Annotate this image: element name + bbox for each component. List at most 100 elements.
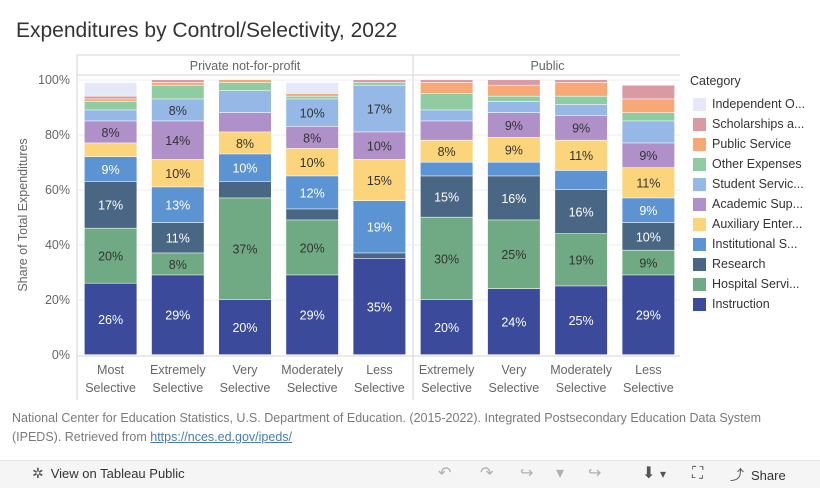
bar-segment: [420, 93, 473, 110]
legend-swatch: [693, 237, 706, 251]
legend-label: Institutional S...: [712, 237, 798, 251]
x-tick-label: Selective: [85, 381, 136, 395]
data-label: 12%: [300, 186, 325, 200]
bar-segment: [84, 157, 137, 182]
download-icon[interactable]: ⬇: [642, 465, 656, 482]
bar-segment: [487, 220, 540, 289]
bar-segment: [84, 102, 137, 110]
panel-header-public: Public: [530, 59, 564, 73]
bar-segment: [84, 121, 137, 143]
fullscreen-icon[interactable]: ⛶: [692, 465, 704, 482]
bar-segment: [353, 85, 406, 132]
bar-segment: [487, 137, 540, 162]
bar-segment: [84, 143, 137, 157]
bar-segment: [420, 80, 473, 83]
legend-item[interactable]: Other Expenses: [690, 154, 818, 174]
bar-segment: [420, 82, 473, 94]
bar-segment: [353, 253, 406, 259]
legend-swatch: [693, 277, 706, 291]
data-label: 26%: [98, 313, 123, 327]
data-label: 8%: [169, 258, 187, 272]
legend-item[interactable]: Student Servic...: [690, 174, 818, 194]
undo-icon[interactable]: ↶: [438, 465, 452, 482]
plot-frame: [76, 54, 680, 357]
legend-label: Public Service: [712, 137, 792, 151]
y-tick-label: 80%: [45, 128, 70, 142]
y-tick-label: 40%: [45, 238, 70, 252]
share-button[interactable]: ⤴ Share: [730, 465, 786, 485]
data-label: 20%: [434, 321, 459, 335]
data-label: 29%: [165, 309, 190, 323]
y-tick-label: 20%: [45, 293, 70, 307]
data-label: 16%: [569, 206, 594, 220]
revert-icon[interactable]: ↪: [520, 465, 534, 482]
legend-item[interactable]: Academic Sup...: [690, 194, 818, 214]
data-label: 15%: [367, 174, 392, 188]
data-label: 11%: [636, 177, 660, 191]
bar-segment: [353, 80, 406, 83]
bar-segment: [84, 228, 137, 283]
data-label: 8%: [169, 104, 187, 118]
data-label: 11%: [166, 232, 190, 246]
x-tick-label: Selective: [287, 381, 338, 395]
bar-segment: [353, 201, 406, 253]
redo-icon[interactable]: ↷: [480, 465, 494, 482]
data-label: 19%: [569, 254, 594, 268]
bar-segment: [487, 102, 540, 113]
bar-segment: [353, 82, 406, 85]
data-label: 10%: [300, 107, 325, 121]
legend-label: Student Servic...: [712, 177, 804, 191]
legend-swatch: [693, 297, 706, 311]
data-label: 29%: [300, 309, 325, 323]
bar-segment: [487, 289, 540, 355]
data-label: 25%: [501, 248, 526, 262]
data-label: 37%: [232, 243, 257, 257]
bar-segment: [219, 91, 271, 113]
source-text: National Center for Education Statistics…: [12, 411, 762, 444]
data-label: 9%: [505, 144, 523, 158]
source-link[interactable]: https://nces.ed.gov/ipeds/: [150, 430, 293, 444]
legend-swatch: [693, 197, 706, 211]
panel-header-private: Private not-for-profit: [190, 59, 301, 73]
legend-item[interactable]: Hospital Servi...: [690, 274, 818, 294]
bar-segment: [286, 82, 339, 94]
bar-segment: [151, 82, 204, 85]
legend-item[interactable]: Auxiliary Enter...: [690, 214, 818, 234]
data-label: 19%: [367, 221, 392, 235]
revert-all-icon[interactable]: ↪: [588, 465, 602, 482]
bar-segment: [487, 96, 540, 102]
bar-segment: [420, 140, 473, 162]
bar-segment: [286, 148, 339, 176]
bar-segment: [151, 253, 204, 275]
bar-segment: [420, 110, 473, 121]
legend-item[interactable]: Research: [690, 254, 818, 274]
x-tick-label: Selective: [220, 381, 271, 395]
data-label: 20%: [98, 250, 123, 264]
share-label: Share: [751, 467, 786, 483]
legend-label: Instruction: [712, 297, 770, 311]
legend-swatch: [693, 157, 706, 171]
tableau-toolbar: ✲ View on Tableau Public ↶ ↷ ↪ ▾ ↪ ⬇ ▾ ⛶…: [0, 460, 820, 488]
legend-item[interactable]: Instruction: [690, 294, 818, 314]
legend-item[interactable]: Scholarships a...: [690, 114, 818, 134]
data-label: 9%: [505, 119, 523, 133]
legend-item[interactable]: Institutional S...: [690, 234, 818, 254]
data-label: 8%: [236, 137, 254, 151]
legend-label: Academic Sup...: [712, 197, 804, 211]
revert-menu-icon[interactable]: ▾: [556, 465, 565, 482]
download-menu-icon[interactable]: ▾: [660, 467, 667, 481]
bar-segment: [151, 187, 204, 223]
data-label: 16%: [501, 192, 526, 206]
legend-item[interactable]: Independent O...: [690, 94, 818, 114]
bar-segment: [84, 110, 137, 121]
bar-segment: [286, 96, 339, 99]
bar-segment: [151, 223, 204, 253]
legend-label: Independent O...: [712, 97, 806, 111]
bar-segment: [622, 198, 675, 223]
bar-segment: [622, 121, 675, 143]
bar-segment: [219, 181, 271, 198]
view-on-tableau-button[interactable]: ✲ View on Tableau Public: [32, 465, 185, 482]
bar-segment: [555, 140, 608, 171]
bar-segment: [487, 85, 540, 96]
legend-item[interactable]: Public Service: [690, 134, 818, 154]
